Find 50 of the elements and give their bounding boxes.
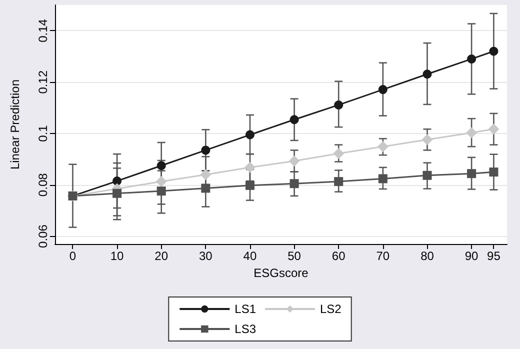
x-axis-title: ESGscore bbox=[254, 266, 309, 280]
y-tick-label: 0.12 bbox=[36, 70, 50, 94]
x-tick-label: 50 bbox=[288, 249, 302, 263]
point bbox=[244, 162, 256, 173]
point bbox=[290, 115, 299, 124]
y-tick-label: 0.14 bbox=[36, 18, 50, 42]
point bbox=[245, 130, 254, 140]
legend-label: LS1 bbox=[234, 302, 256, 316]
y-tick-label: 0.1 bbox=[36, 124, 50, 142]
x-tick-label: 70 bbox=[376, 249, 390, 263]
x-tick-label: 40 bbox=[243, 249, 257, 263]
y-tick-label: 0.06 bbox=[36, 224, 50, 248]
x-tick-label: 80 bbox=[420, 249, 434, 263]
x-tick-label: 60 bbox=[332, 249, 346, 263]
x-tick-label: 0 bbox=[69, 249, 76, 263]
point bbox=[334, 100, 344, 110]
point bbox=[467, 54, 476, 64]
point bbox=[488, 124, 500, 135]
y-tick-label: 0.08 bbox=[36, 172, 50, 197]
legend-label: LS3 bbox=[234, 322, 256, 336]
point bbox=[378, 85, 388, 94]
point bbox=[377, 141, 388, 152]
point bbox=[245, 180, 254, 190]
x-tick-label: 20 bbox=[154, 249, 168, 263]
point bbox=[112, 188, 122, 198]
point bbox=[334, 177, 344, 186]
point bbox=[467, 169, 476, 178]
point bbox=[156, 161, 166, 170]
point bbox=[156, 176, 167, 188]
point bbox=[112, 176, 122, 186]
x-tick-label: 90 bbox=[464, 249, 479, 263]
y-axis-title: Linear Prediction bbox=[8, 79, 22, 170]
point bbox=[200, 169, 212, 180]
point bbox=[466, 127, 478, 138]
x-tick-label: 10 bbox=[110, 249, 124, 263]
x-tick-label: 95 bbox=[487, 249, 501, 263]
point bbox=[201, 146, 210, 155]
point bbox=[422, 70, 432, 79]
point bbox=[333, 148, 344, 160]
point bbox=[156, 186, 166, 196]
point bbox=[378, 174, 388, 184]
point bbox=[489, 46, 498, 56]
point bbox=[489, 168, 498, 177]
point bbox=[288, 155, 300, 166]
x-tick-label: 30 bbox=[198, 249, 213, 263]
point bbox=[422, 170, 432, 180]
legend-label: LS2 bbox=[320, 302, 342, 316]
point bbox=[201, 184, 210, 193]
point bbox=[290, 179, 299, 188]
point bbox=[422, 134, 433, 146]
